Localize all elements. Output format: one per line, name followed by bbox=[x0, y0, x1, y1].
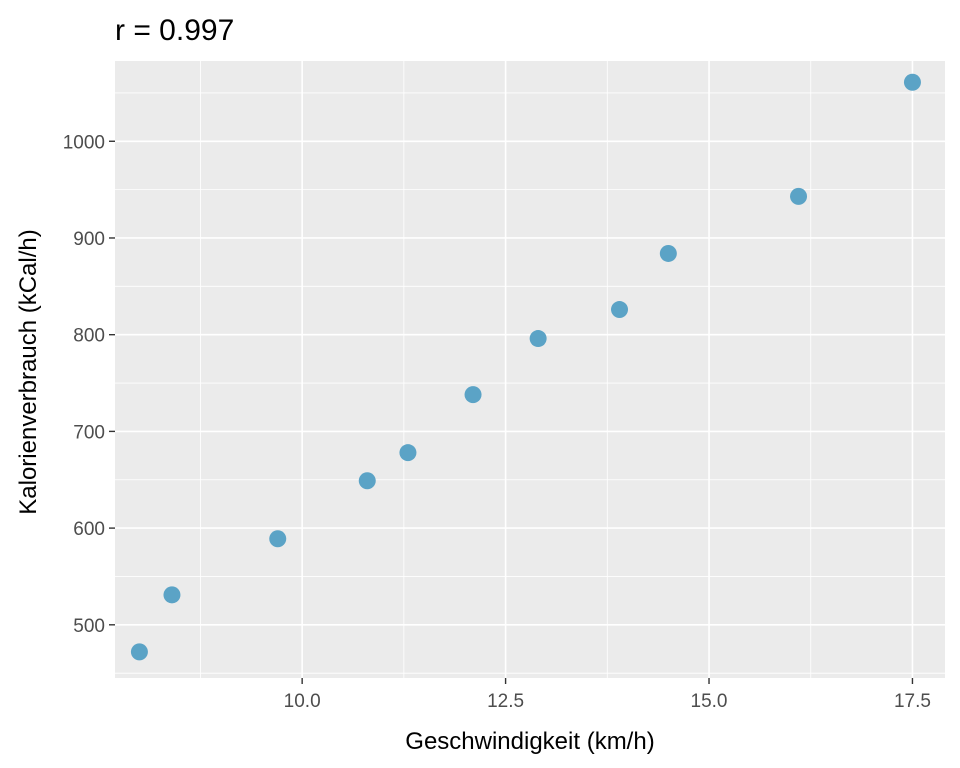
data-point bbox=[790, 187, 808, 205]
y-tick-label: 800 bbox=[73, 326, 105, 347]
data-point bbox=[611, 301, 629, 319]
data-point bbox=[163, 586, 181, 604]
x-axis-title: Geschwindigkeit (km/h) bbox=[405, 728, 654, 755]
data-point bbox=[269, 530, 287, 548]
x-tick-label: 12.5 bbox=[487, 691, 524, 712]
data-point bbox=[399, 444, 417, 462]
x-tick-label: 17.5 bbox=[894, 691, 931, 712]
y-tick-label: 700 bbox=[73, 422, 105, 443]
y-axis: 500 600 700 800 900 1000 bbox=[63, 132, 115, 637]
y-tick-label: 1000 bbox=[63, 132, 105, 153]
x-tick-label: 10.0 bbox=[284, 691, 321, 712]
data-point bbox=[464, 386, 482, 404]
y-axis-title: Kalorienverbrauch (kCal/h) bbox=[15, 229, 42, 514]
data-point bbox=[358, 472, 376, 490]
data-point bbox=[659, 244, 677, 262]
data-point bbox=[529, 330, 547, 348]
x-axis: 10.0 12.5 15.0 17.5 bbox=[284, 678, 931, 712]
chart-title: r = 0.997 bbox=[115, 14, 234, 47]
y-tick-label: 600 bbox=[73, 519, 105, 540]
data-point bbox=[903, 73, 921, 91]
y-tick-label: 900 bbox=[73, 229, 105, 250]
x-tick-label: 15.0 bbox=[691, 691, 728, 712]
major-gridlines bbox=[115, 61, 945, 678]
data-point bbox=[130, 643, 148, 661]
minor-gridlines bbox=[115, 61, 945, 678]
y-tick-label: 500 bbox=[73, 616, 105, 637]
plot-panel bbox=[115, 61, 945, 678]
data-points bbox=[130, 73, 921, 661]
